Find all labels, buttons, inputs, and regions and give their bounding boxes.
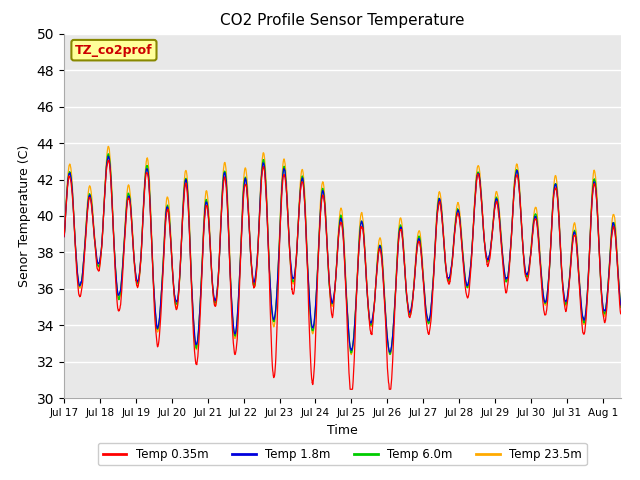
Y-axis label: Senor Temperature (C): Senor Temperature (C) [18, 145, 31, 287]
Title: CO2 Profile Sensor Temperature: CO2 Profile Sensor Temperature [220, 13, 465, 28]
Text: TZ_co2prof: TZ_co2prof [75, 44, 153, 57]
Legend: Temp 0.35m, Temp 1.8m, Temp 6.0m, Temp 23.5m: Temp 0.35m, Temp 1.8m, Temp 6.0m, Temp 2… [98, 443, 587, 466]
X-axis label: Time: Time [327, 424, 358, 437]
